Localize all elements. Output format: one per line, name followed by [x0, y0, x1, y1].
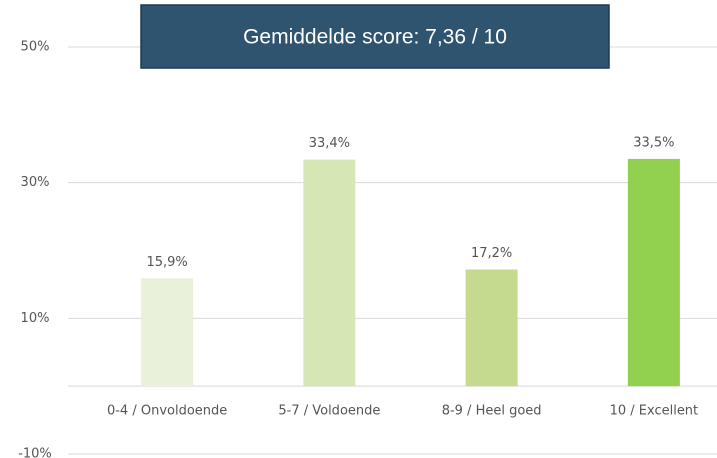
y-tick-label: 30%	[21, 175, 50, 190]
bar	[141, 278, 194, 387]
value-label: 15,9%	[146, 255, 187, 270]
bar	[627, 158, 680, 387]
annotation: Gemiddelde score: 7,36 / 10	[243, 26, 507, 49]
bar	[465, 269, 518, 387]
x-tick-label: 0-4 / Onvoldoende	[107, 404, 227, 419]
bar	[303, 159, 356, 387]
x-tick-label: 10 / Excellent	[610, 404, 699, 419]
y-tick-label: 50%	[21, 40, 50, 55]
y-tick-label: 10%	[21, 311, 50, 326]
x-tick-label: 5-7 / Voldoende	[278, 404, 380, 419]
value-label: 33,4%	[309, 136, 350, 151]
value-label: 33,5%	[633, 135, 674, 150]
annotation-box	[140, 4, 610, 69]
x-tick-label: 8-9 / Heel goed	[442, 404, 542, 419]
y-tick-label: -10%	[18, 447, 52, 458]
plot-area: -10% 10% 30% 50% 0-4 / Onvoldoende 15,9% 5-7 /…	[18, 40, 717, 458]
value-label: 17,2%	[471, 246, 512, 261]
